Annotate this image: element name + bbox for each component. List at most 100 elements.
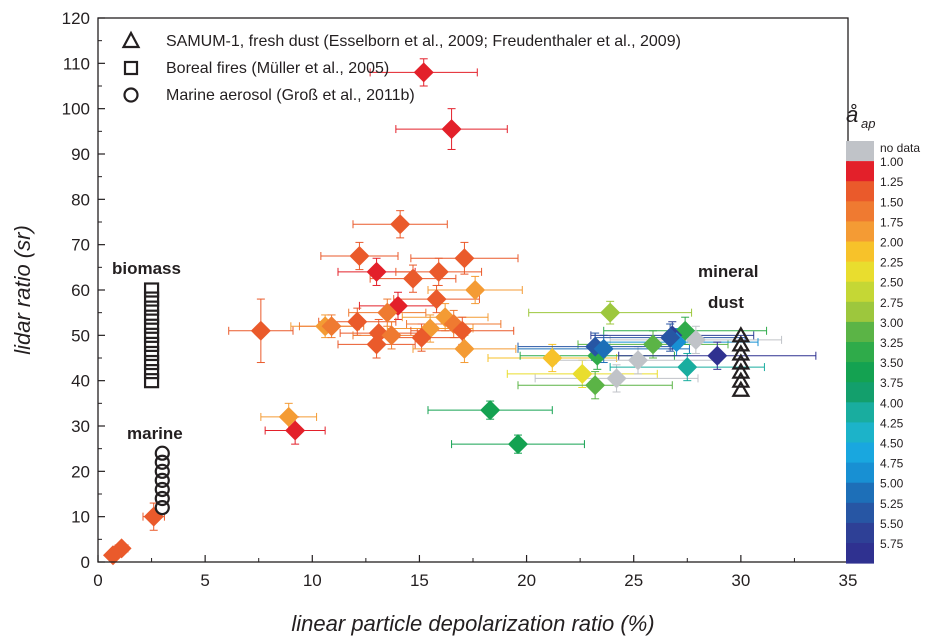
- y-tick-label: 50: [71, 326, 90, 345]
- annotation-mineral: mineral: [698, 262, 758, 281]
- biomass-reference-marker: [143, 318, 160, 334]
- x-tick-label: 20: [517, 571, 536, 590]
- marine-reference-marker: [154, 463, 170, 479]
- y-tick-label: 110: [63, 54, 90, 73]
- data-point: [250, 320, 271, 341]
- colorbar-swatch: [846, 181, 874, 202]
- data-point: [628, 350, 648, 371]
- data-point: [685, 329, 706, 350]
- colorbar-label: 4.25: [880, 416, 904, 430]
- colorbar-swatch: [846, 422, 874, 443]
- colorbar-label: 4.00: [880, 396, 904, 410]
- biomass-reference-marker: [143, 354, 160, 371]
- colorbar-swatch: [846, 522, 874, 544]
- data-point: [677, 357, 698, 378]
- y-tick-label: 30: [71, 417, 90, 436]
- annotation-dust: dust: [708, 293, 744, 312]
- data-point: [593, 338, 614, 359]
- dust-reference-marker: [731, 326, 751, 343]
- colorbar-label: 4.75: [880, 457, 904, 471]
- biomass-reference-marker: [143, 291, 160, 307]
- x-tick-label: 30: [731, 571, 750, 590]
- data-point: [366, 334, 387, 355]
- colorbar-swatch: [846, 281, 874, 303]
- colorbar-swatch: [846, 201, 874, 222]
- x-tick-label: 15: [410, 571, 429, 590]
- data-point: [572, 363, 593, 384]
- colorbar-swatch: [846, 482, 874, 504]
- data-point: [508, 434, 528, 455]
- colorbar-label: 1.00: [880, 155, 904, 169]
- colorbar-label: 5.00: [880, 477, 904, 491]
- marine-reference-marker: [154, 472, 170, 488]
- data-point: [285, 420, 306, 441]
- colorbar-swatch: [846, 321, 874, 343]
- colorbar-label: 3.25: [880, 336, 904, 350]
- colorbar-title: å: [846, 102, 858, 127]
- legend-circle-icon: [123, 87, 139, 103]
- axes: 0 5 10 15 20 25 30 35 0 10 20 30 40 50 60 70 80 90 100 110 1…: [62, 9, 858, 590]
- biomass-reference-marker: [143, 336, 160, 352]
- y-axis-title: lidar ratio (sr): [10, 225, 35, 355]
- colorbar-swatch: [846, 402, 874, 423]
- y-tick-label: 70: [71, 236, 90, 255]
- data-point: [413, 62, 434, 83]
- colorbar-swatch: [846, 382, 874, 403]
- colorbar-label: 1.25: [880, 175, 904, 189]
- y-tick-label: 0: [81, 553, 90, 572]
- colorbar-swatch: [846, 161, 874, 182]
- colorbar-swatch-nodata: [846, 141, 874, 162]
- data-point: [606, 368, 627, 389]
- colorbar-swatch: [846, 543, 874, 564]
- legend-label-boreal: Boreal fires (Müller et al., 2005): [166, 60, 389, 77]
- dust-reference-marker: [731, 335, 751, 352]
- reference-markers: [143, 282, 751, 516]
- colorbar-swatch: [846, 261, 874, 283]
- colorbar-label: 2.50: [880, 276, 904, 290]
- data-point: [465, 280, 486, 300]
- colorbar-label: 3.75: [880, 376, 904, 390]
- colorbar-title-subscript: ap: [861, 116, 875, 131]
- x-tick-label: 5: [200, 571, 209, 590]
- data-point: [452, 320, 473, 341]
- x-axis-title: linear particle depolarization ratio (%): [291, 611, 654, 636]
- colorbar-label: 3.00: [880, 316, 904, 330]
- data-point: [366, 261, 387, 282]
- data-point: [454, 248, 475, 269]
- legend-triangle-icon: [121, 30, 141, 49]
- colorbar-swatch: [846, 342, 874, 363]
- biomass-reference-marker: [143, 345, 160, 362]
- data-point: [428, 261, 449, 282]
- data-point: [411, 327, 432, 348]
- biomass-reference-marker: [143, 309, 160, 325]
- legend-label-samum: SAMUM-1, fresh dust (Esselborn et al., 2…: [166, 33, 681, 50]
- y-tick-label: 20: [71, 462, 90, 481]
- colorbar-label: 1.50: [880, 195, 904, 209]
- colorbar-swatch: [846, 502, 874, 524]
- data-point: [381, 325, 402, 346]
- biomass-reference-marker: [143, 300, 160, 316]
- data-points: [103, 62, 728, 566]
- y-tick-label: 90: [71, 145, 90, 164]
- data-point: [403, 268, 423, 289]
- y-tick-label: 60: [71, 281, 90, 300]
- y-tick-label: 120: [62, 9, 90, 28]
- dust-reference-marker: [731, 371, 751, 388]
- y-tick-label: 100: [62, 100, 90, 119]
- colorbar-label: 4.50: [880, 437, 904, 451]
- marine-reference-marker: [154, 454, 170, 470]
- marine-reference-marker: [154, 481, 170, 498]
- dust-reference-marker: [731, 344, 751, 361]
- colorbar-label: 3.50: [880, 356, 904, 370]
- data-point: [377, 302, 398, 323]
- data-point: [321, 316, 342, 337]
- x-tick-label: 10: [303, 571, 322, 590]
- colorbar-label: 2.75: [880, 296, 904, 310]
- data-point: [600, 302, 621, 323]
- data-point: [349, 246, 370, 266]
- data-point: [426, 289, 447, 310]
- data-point: [454, 338, 475, 359]
- data-point: [660, 327, 681, 348]
- colorbar-swatch: [846, 241, 874, 263]
